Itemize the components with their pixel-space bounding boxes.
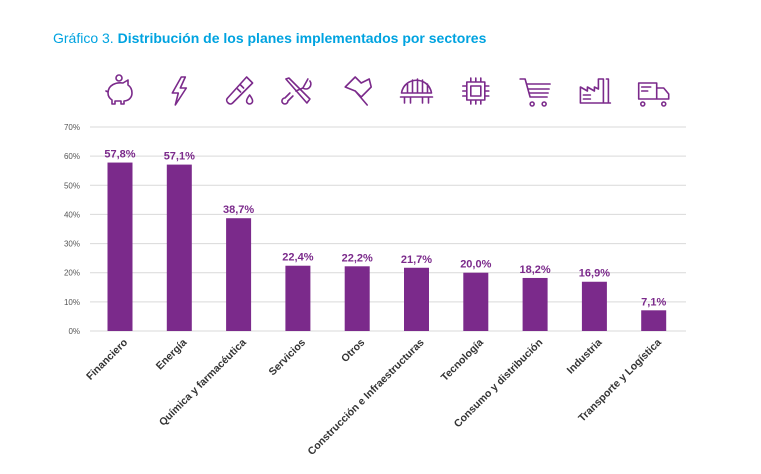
x-tick-label: Industria bbox=[565, 337, 605, 377]
y-tick-label: 60% bbox=[64, 152, 80, 161]
y-tick-label: 20% bbox=[64, 269, 80, 278]
bar bbox=[463, 272, 489, 331]
title-text: Distribución de los planes implementados… bbox=[117, 30, 487, 46]
data-label: 7,1% bbox=[641, 296, 666, 308]
y-tick-label: 30% bbox=[64, 240, 80, 249]
bar bbox=[107, 162, 133, 331]
bar bbox=[404, 267, 429, 331]
factory-icon bbox=[579, 78, 612, 104]
y-tick-label: 40% bbox=[64, 210, 80, 219]
bar bbox=[166, 164, 192, 331]
data-label: 18,2% bbox=[519, 264, 550, 276]
data-label: 57,8% bbox=[104, 149, 135, 161]
bar bbox=[285, 265, 311, 331]
chip-icon bbox=[461, 77, 490, 105]
x-tick-label: Construcción e Infraestructuras bbox=[305, 337, 426, 458]
y-tick-label: 0% bbox=[68, 327, 80, 336]
bridge-icon bbox=[399, 78, 434, 104]
shopping-cart-icon bbox=[519, 78, 551, 107]
data-label: 20,0% bbox=[460, 259, 491, 271]
truck-icon bbox=[637, 82, 670, 107]
lightning-icon bbox=[171, 76, 188, 106]
x-tick-label: Tecnología bbox=[439, 337, 486, 384]
flag-icon bbox=[344, 76, 373, 106]
chart-title: Gráfico 3. Distribución de los planes im… bbox=[53, 30, 486, 46]
x-tick-label: Servicios bbox=[267, 337, 309, 379]
x-tick-label: Energía bbox=[154, 337, 190, 373]
bar bbox=[344, 266, 370, 331]
data-label: 21,7% bbox=[401, 254, 432, 266]
data-label: 38,7% bbox=[223, 204, 254, 216]
data-label: 22,2% bbox=[342, 252, 373, 264]
test-tube-icon bbox=[225, 76, 254, 105]
data-label: 22,4% bbox=[282, 252, 313, 264]
y-tick-label: 70% bbox=[64, 123, 80, 132]
piggy-bank-icon bbox=[105, 74, 133, 105]
bar bbox=[522, 277, 548, 331]
bar bbox=[641, 310, 667, 331]
x-tick-label: Financiero bbox=[84, 337, 130, 383]
x-tick-label: Otros bbox=[339, 337, 367, 365]
title-prefix: Gráfico 3. bbox=[53, 30, 114, 46]
data-label: 16,9% bbox=[579, 268, 610, 280]
bar bbox=[581, 281, 607, 331]
bar bbox=[226, 218, 252, 331]
y-tick-label: 10% bbox=[64, 298, 80, 307]
data-label: 57,1% bbox=[164, 151, 195, 163]
tools-icon bbox=[281, 77, 312, 105]
y-tick-label: 50% bbox=[64, 181, 80, 190]
